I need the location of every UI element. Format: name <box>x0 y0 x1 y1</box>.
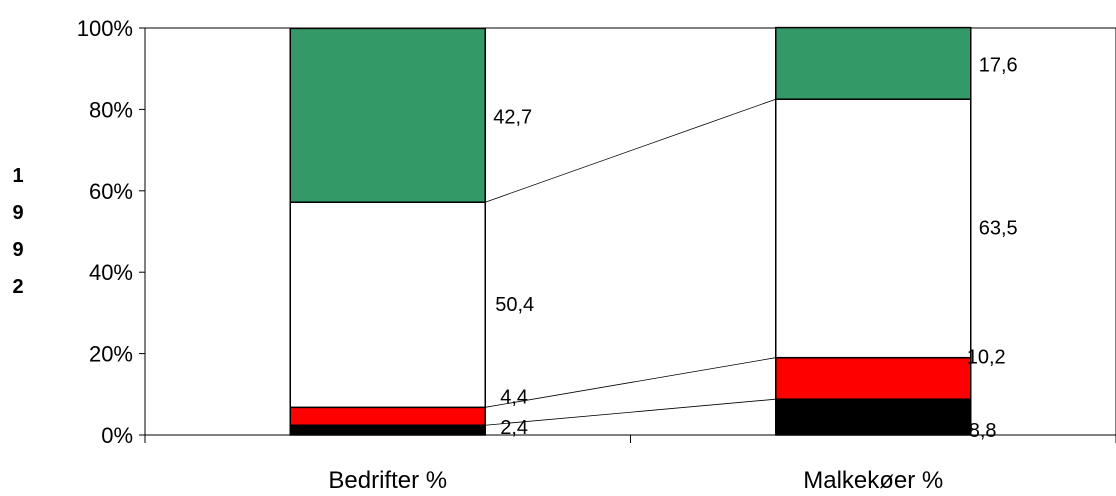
data-labels: 2,4 4,4 50,4 42,7 8,8 10,2 63,5 17,6 <box>493 54 1017 442</box>
y-tick-label: 20% <box>89 342 133 367</box>
bar-segment <box>289 201 486 409</box>
data-label: 17,6 <box>979 54 1018 76</box>
side-label-char: 9 <box>12 202 23 224</box>
bar-segment <box>289 424 486 436</box>
bar-segment <box>775 398 972 436</box>
bar-segment <box>289 27 486 203</box>
y-tick-label: 40% <box>89 260 133 285</box>
connector-line <box>485 398 776 426</box>
y-tick-label: 100% <box>77 16 133 41</box>
bars <box>289 26 972 436</box>
bar-segment <box>775 98 972 359</box>
x-category-label: Malkekøer % <box>803 467 943 494</box>
data-label: 42,7 <box>493 106 532 128</box>
bar-segment <box>289 406 486 426</box>
data-label: 4,4 <box>500 386 528 408</box>
connector-line <box>485 98 776 203</box>
side-label-char: 1 <box>12 165 23 187</box>
y-tick-label: 60% <box>89 179 133 204</box>
x-category-label: Bedrifter % <box>328 467 447 494</box>
side-label: 1 9 9 2 <box>12 165 23 298</box>
data-label: 8,8 <box>969 420 997 442</box>
bar-segment <box>775 356 972 400</box>
bar-segment <box>775 26 972 100</box>
data-label: 50,4 <box>495 294 534 316</box>
y-tick-label: 0% <box>101 423 133 448</box>
data-label: 2,4 <box>500 417 528 439</box>
side-label-char: 9 <box>12 239 23 261</box>
connector-line <box>485 357 776 408</box>
connector-lines <box>485 98 776 426</box>
side-label-char: 2 <box>12 276 23 298</box>
data-label: 10,2 <box>967 347 1006 369</box>
data-label: 63,5 <box>979 217 1018 239</box>
y-tick-label: 80% <box>89 97 133 122</box>
axes: 0% 20% 40% 60% 80% 100% Bedrifter % Malkekøer % <box>77 16 1116 494</box>
